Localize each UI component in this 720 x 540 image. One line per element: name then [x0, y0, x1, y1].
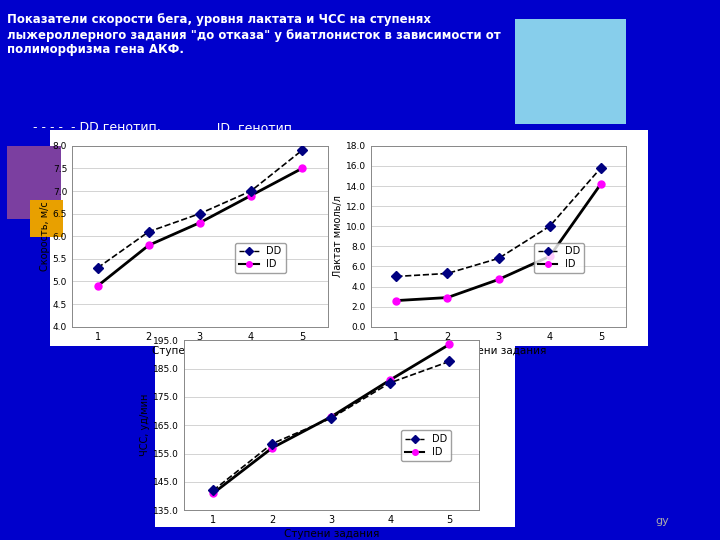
Legend: DD, ID: DD, ID: [235, 242, 286, 273]
X-axis label: Ступени задания: Ступени задания: [152, 346, 248, 356]
X-axis label: Ступени задания: Ступени задания: [451, 346, 546, 356]
Text: gy: gy: [656, 516, 670, 526]
Legend: DD, ID: DD, ID: [534, 242, 585, 273]
Text: - - - -  - DD генотип,: - - - - - DD генотип,: [29, 122, 161, 134]
Y-axis label: Лактат ммоль/л: Лактат ммоль/л: [333, 195, 343, 277]
Y-axis label: ЧСС, уд/мин: ЧСС, уд/мин: [140, 394, 150, 456]
Y-axis label: Скорость, м/с: Скорость, м/с: [40, 201, 50, 271]
X-axis label: Ступени задания: Ступени задания: [284, 529, 379, 539]
Text: _______ ID  генотип: _______ ID генотип: [169, 122, 292, 134]
Legend: DD, ID: DD, ID: [401, 430, 451, 461]
Text: Показатели скорости бега, уровня лактата и ЧСС на ступенях
лыжероллерного задани: Показатели скорости бега, уровня лактата…: [7, 14, 501, 57]
